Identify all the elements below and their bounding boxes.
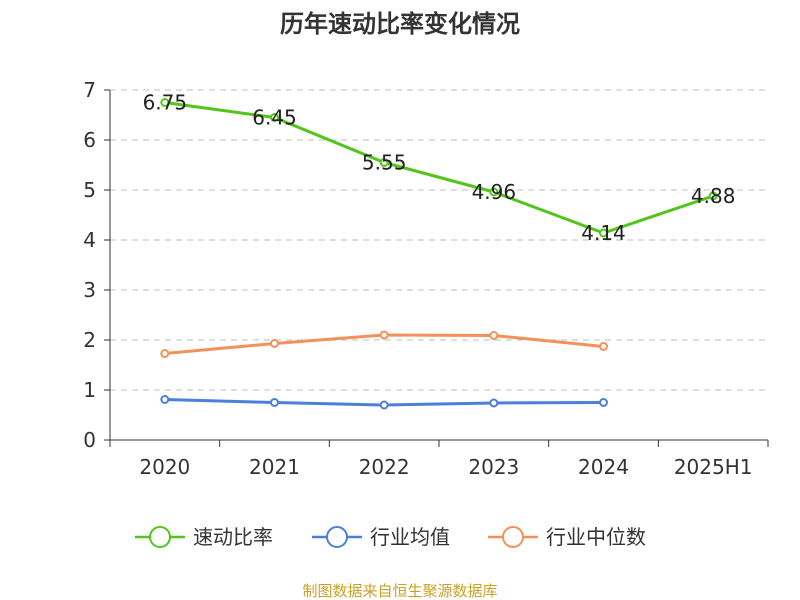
y-tick-label: 3 <box>83 278 96 302</box>
legend-label: 行业均值 <box>370 525 450 549</box>
legend-item-2[interactable]: 行业均值 <box>312 525 450 549</box>
legend-item-1[interactable]: 速动比率 <box>135 525 273 549</box>
series-layer <box>160 98 718 410</box>
data-point[interactable] <box>270 398 279 407</box>
y-tick-label: 1 <box>83 378 96 402</box>
legend-marker-icon <box>149 526 171 548</box>
data-label: 6.75 <box>143 91 188 115</box>
x-tick-label: 2022 <box>359 455 410 479</box>
data-point[interactable] <box>599 228 608 238</box>
x-tick-label: 2021 <box>249 455 300 479</box>
series-line-1 <box>164 101 714 235</box>
legend[interactable]: 速动比率 行业均值 行业中位数 <box>135 525 646 549</box>
data-label: 6.45 <box>252 106 297 130</box>
data-point[interactable] <box>489 398 499 408</box>
data-point[interactable] <box>379 158 389 167</box>
chart-title: 历年速动比率变化情况 <box>280 10 520 38</box>
data-point[interactable] <box>379 330 389 340</box>
legend-label: 行业中位数 <box>546 525 646 549</box>
y-tick-label: 7 <box>83 78 96 102</box>
data-point[interactable] <box>599 398 608 407</box>
data-label: 4.96 <box>472 180 517 204</box>
x-tick-label: 2024 <box>578 455 629 479</box>
data-point[interactable] <box>160 98 170 107</box>
y-tick-label: 5 <box>83 178 96 202</box>
y-tick-label: 4 <box>83 228 96 252</box>
data-point[interactable] <box>489 187 499 197</box>
legend-item-3[interactable]: 行业中位数 <box>488 525 646 549</box>
data-labels: 6.75 6.45 5.55 4.96 4.14 4.88 <box>143 91 736 246</box>
x-tick-label: 2020 <box>139 455 190 479</box>
data-point[interactable] <box>160 395 170 404</box>
y-tick-label: 6 <box>83 128 96 152</box>
data-point[interactable] <box>160 349 170 358</box>
data-point[interactable] <box>270 339 279 348</box>
data-point[interactable] <box>599 342 608 351</box>
data-label: 4.14 <box>581 221 626 245</box>
data-point[interactable] <box>379 400 389 410</box>
legend-label: 速动比率 <box>193 525 273 549</box>
data-point[interactable] <box>708 191 718 201</box>
y-tick-label: 0 <box>83 428 96 452</box>
axes: 0 1 2 3 4 5 6 7 2020 2021 2022 2023 2024 2025H1 <box>83 78 769 479</box>
grid-lines <box>110 89 768 391</box>
x-tick-label: 2023 <box>468 455 519 479</box>
source-note: 制图数据来自恒生聚源数据库 <box>302 582 497 600</box>
y-tick-label: 2 <box>83 328 96 352</box>
data-label: 5.55 <box>362 151 407 175</box>
data-point[interactable] <box>489 331 499 340</box>
x-tick-label: 2025H1 <box>674 455 753 479</box>
data-point[interactable] <box>270 113 279 122</box>
legend-marker-icon <box>502 526 524 548</box>
legend-marker-icon <box>326 526 348 548</box>
data-label: 4.88 <box>691 184 736 208</box>
